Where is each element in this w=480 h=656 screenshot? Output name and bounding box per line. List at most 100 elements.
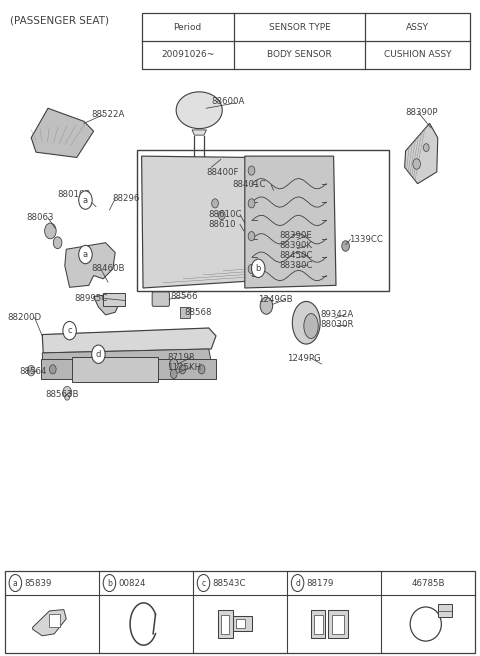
Text: ASSY: ASSY bbox=[406, 22, 429, 31]
Ellipse shape bbox=[410, 607, 442, 641]
Circle shape bbox=[248, 232, 255, 241]
Circle shape bbox=[63, 386, 72, 398]
Text: d: d bbox=[96, 350, 101, 359]
Bar bbox=[311, 609, 325, 638]
Circle shape bbox=[248, 264, 255, 274]
Ellipse shape bbox=[65, 395, 70, 400]
Bar bbox=[438, 604, 452, 617]
Polygon shape bbox=[405, 123, 438, 184]
Text: SENSOR TYPE: SENSOR TYPE bbox=[268, 22, 330, 31]
Text: a: a bbox=[13, 579, 18, 588]
Circle shape bbox=[248, 199, 255, 208]
Circle shape bbox=[291, 575, 304, 592]
Text: 88600A: 88600A bbox=[211, 97, 245, 106]
Text: 88563B: 88563B bbox=[46, 390, 79, 400]
Text: 88390P: 88390P bbox=[406, 108, 438, 117]
Text: 88030R: 88030R bbox=[321, 320, 354, 329]
Bar bbox=[328, 609, 348, 638]
Circle shape bbox=[45, 223, 56, 239]
Circle shape bbox=[27, 365, 35, 376]
Text: 88522A: 88522A bbox=[91, 110, 125, 119]
Text: 87198: 87198 bbox=[167, 353, 194, 362]
Text: 88390K: 88390K bbox=[279, 241, 312, 250]
Text: Period: Period bbox=[173, 22, 202, 31]
Text: 85839: 85839 bbox=[24, 579, 51, 588]
Text: 88200D: 88200D bbox=[7, 313, 41, 322]
Text: 88296: 88296 bbox=[113, 194, 140, 203]
Text: 88063: 88063 bbox=[26, 213, 54, 222]
Text: 00824: 00824 bbox=[118, 579, 145, 588]
Bar bbox=[103, 293, 125, 306]
Ellipse shape bbox=[304, 314, 318, 338]
Text: (PASSENGER SEAT): (PASSENGER SEAT) bbox=[10, 16, 108, 26]
Circle shape bbox=[103, 575, 116, 592]
Text: 1249PG: 1249PG bbox=[287, 354, 321, 363]
Text: 88400F: 88400F bbox=[206, 168, 239, 177]
Bar bbox=[137, 150, 389, 291]
Bar bbox=[314, 615, 323, 634]
Text: 1249GB: 1249GB bbox=[258, 295, 293, 304]
Polygon shape bbox=[31, 108, 94, 157]
Text: d: d bbox=[295, 579, 300, 588]
Circle shape bbox=[198, 365, 205, 374]
Bar bbox=[72, 357, 158, 382]
Text: 88450C: 88450C bbox=[279, 251, 313, 260]
Bar bbox=[180, 307, 190, 318]
Text: c: c bbox=[67, 326, 72, 335]
Text: BODY SENSOR: BODY SENSOR bbox=[267, 51, 332, 60]
Text: 88179: 88179 bbox=[306, 579, 334, 588]
Circle shape bbox=[170, 369, 177, 379]
Circle shape bbox=[248, 166, 255, 175]
Polygon shape bbox=[65, 243, 115, 287]
Text: 89342A: 89342A bbox=[321, 310, 354, 319]
Circle shape bbox=[179, 365, 186, 374]
Text: 88010R: 88010R bbox=[58, 190, 91, 199]
Polygon shape bbox=[176, 92, 222, 129]
Text: 88380C: 88380C bbox=[279, 260, 313, 270]
Circle shape bbox=[63, 321, 76, 340]
Circle shape bbox=[53, 237, 62, 249]
Circle shape bbox=[423, 144, 429, 152]
Text: 20091026~: 20091026~ bbox=[161, 51, 214, 60]
Text: 1339CC: 1339CC bbox=[349, 235, 384, 244]
Polygon shape bbox=[192, 130, 206, 135]
Circle shape bbox=[218, 211, 225, 220]
Text: b: b bbox=[107, 579, 112, 588]
Circle shape bbox=[252, 259, 265, 277]
Text: 88401C: 88401C bbox=[233, 180, 266, 190]
Bar bbox=[49, 614, 60, 627]
Text: 88460B: 88460B bbox=[91, 264, 125, 274]
Text: b: b bbox=[255, 264, 261, 273]
Circle shape bbox=[260, 297, 273, 314]
Text: 46785B: 46785B bbox=[411, 579, 445, 588]
Bar bbox=[332, 615, 344, 634]
Polygon shape bbox=[42, 349, 211, 367]
Ellipse shape bbox=[292, 302, 320, 344]
Circle shape bbox=[342, 241, 349, 251]
Bar bbox=[41, 359, 216, 379]
Text: a: a bbox=[83, 195, 88, 205]
Text: a: a bbox=[83, 250, 88, 259]
Circle shape bbox=[9, 575, 22, 592]
Bar bbox=[218, 609, 233, 638]
Polygon shape bbox=[94, 294, 120, 315]
Bar bbox=[5, 571, 475, 653]
Polygon shape bbox=[42, 328, 216, 353]
Polygon shape bbox=[142, 156, 254, 288]
Bar bbox=[233, 616, 252, 630]
Text: 88543C: 88543C bbox=[212, 579, 246, 588]
FancyBboxPatch shape bbox=[152, 292, 169, 306]
Text: 1125KH: 1125KH bbox=[167, 363, 201, 372]
Text: 88610C: 88610C bbox=[209, 210, 242, 219]
Circle shape bbox=[169, 359, 178, 371]
Circle shape bbox=[212, 199, 218, 208]
Polygon shape bbox=[33, 609, 66, 636]
Text: 88995C: 88995C bbox=[74, 294, 108, 303]
Text: c: c bbox=[202, 579, 205, 588]
Circle shape bbox=[197, 575, 210, 592]
Text: 88390E: 88390E bbox=[279, 231, 312, 240]
Circle shape bbox=[79, 191, 92, 209]
Text: 88566: 88566 bbox=[170, 292, 198, 301]
Text: 88610: 88610 bbox=[209, 220, 236, 229]
Polygon shape bbox=[245, 156, 336, 288]
